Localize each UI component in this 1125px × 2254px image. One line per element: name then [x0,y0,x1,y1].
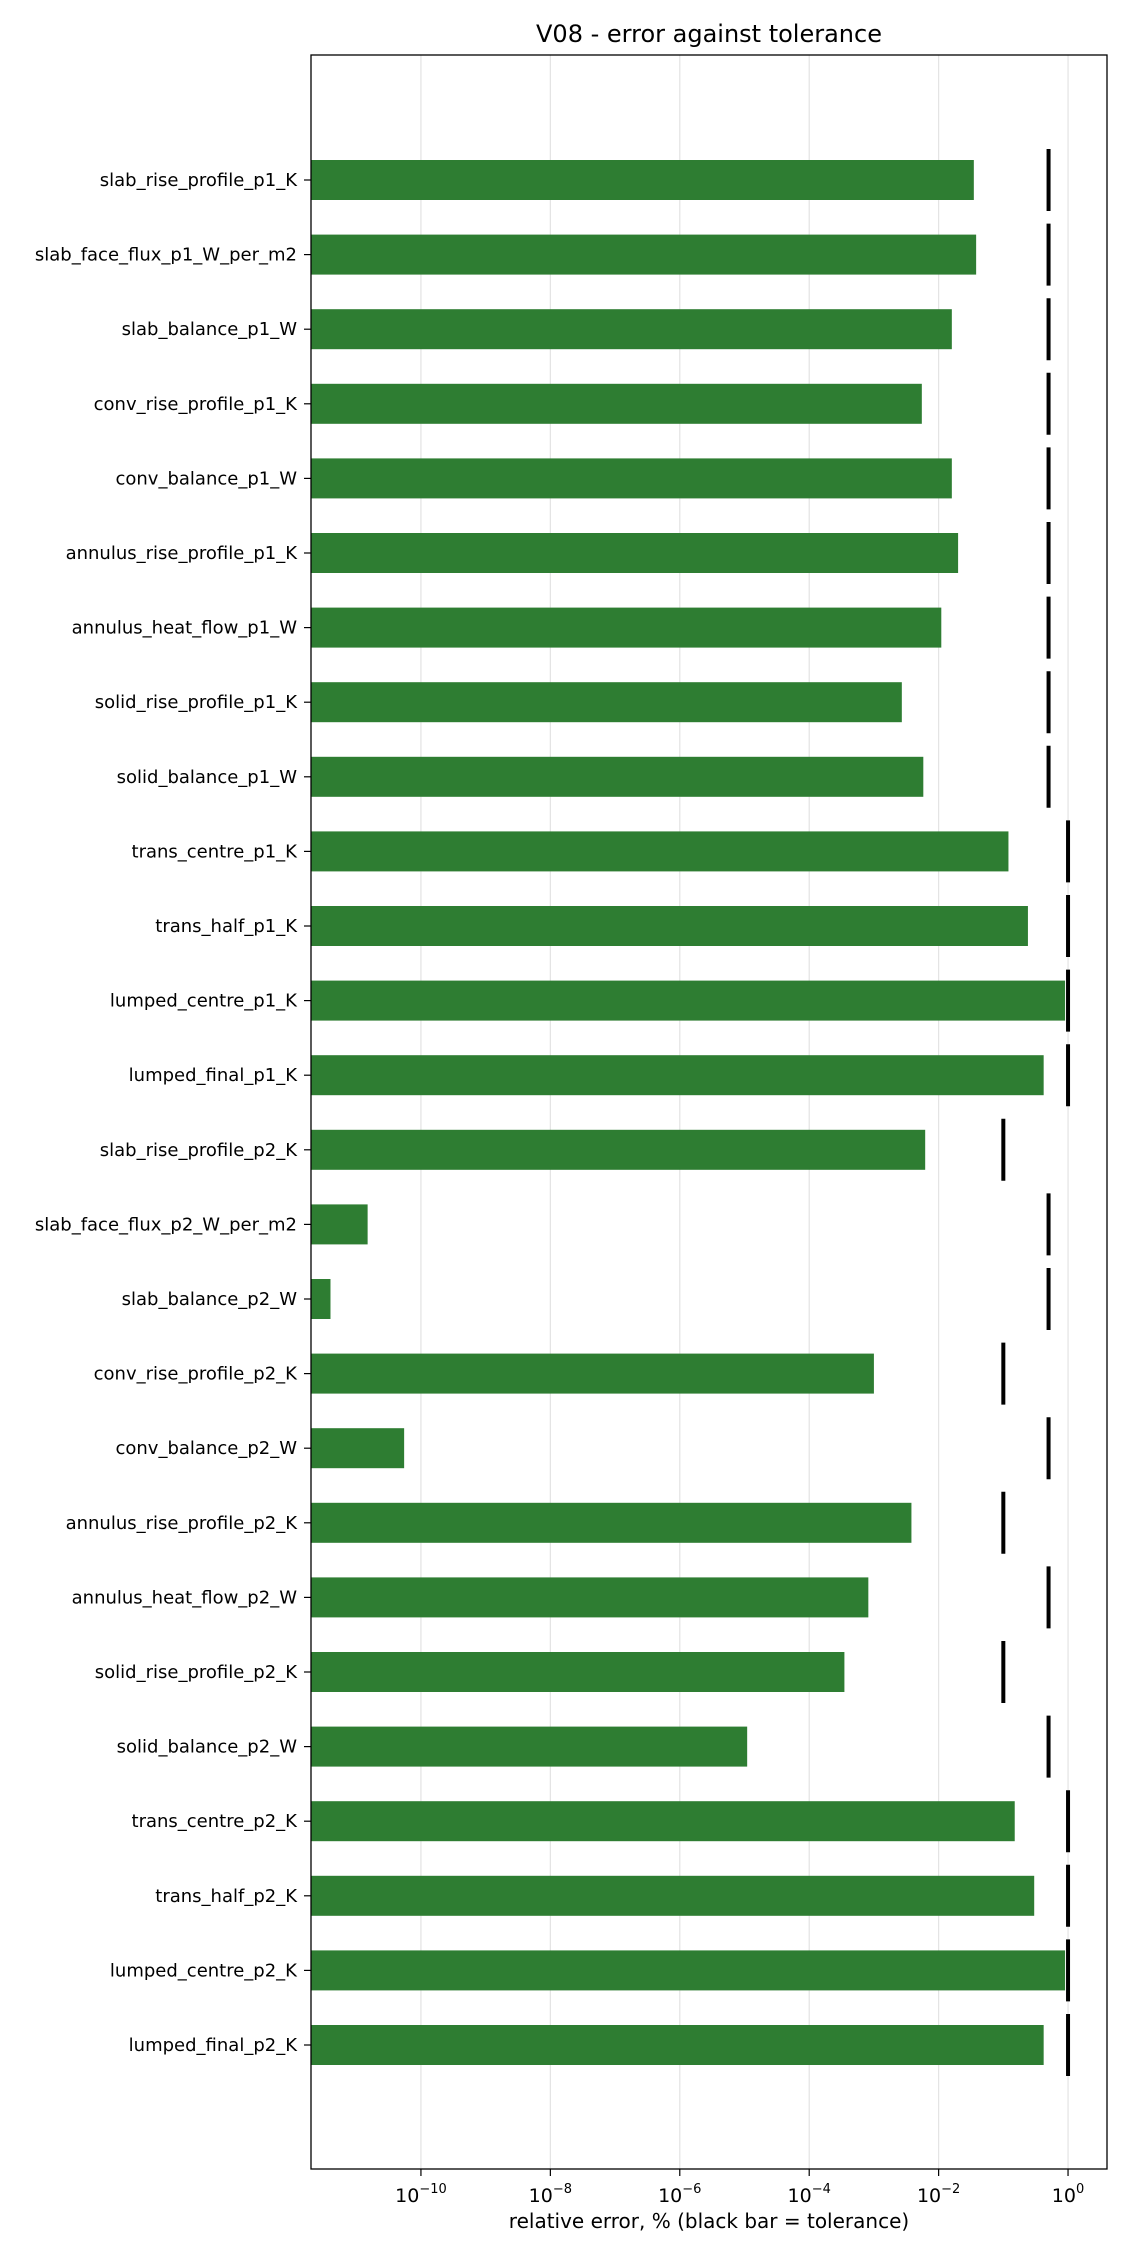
error-bar [311,1353,874,1394]
y-tick-label: annulus_rise_profile_p2_K [66,1513,299,1534]
y-tick-label: slab_face_flux_p1_W_per_m2 [35,245,297,266]
y-tick-label: lumped_final_p1_K [129,1065,299,1086]
error-bar [311,980,1066,1021]
error-bar [311,1577,869,1618]
y-tick-label: solid_rise_profile_p1_K [95,692,298,713]
y-tick-label: annulus_heat_flow_p2_W [72,1587,298,1608]
y-tick-label: slab_balance_p2_W [122,1289,298,1310]
y-tick-label: trans_centre_p1_K [132,841,299,862]
y-tick-label: solid_rise_profile_p2_K [95,1662,298,1683]
x-axis-label: relative error, % (black bar = tolerance… [509,2209,909,2233]
x-tick-label: 10−6 [658,2182,701,2207]
error-bar [311,906,1028,946]
error-bar [311,2025,1044,2065]
error-bar [311,607,942,648]
x-tick-label: 10−8 [529,2182,572,2207]
plot-frame [310,54,1108,2170]
error-bar [311,383,922,424]
y-tick-label: slab_balance_p1_W [122,319,298,340]
error-bar [311,1652,845,1692]
y-tick-label: conv_rise_profile_p1_K [94,394,299,415]
y-tick-label: conv_balance_p1_W [115,468,297,489]
tolerance-layer [1001,149,1071,2076]
x-tick-label: 10−2 [917,2182,960,2207]
x-tick-label: 100 [1052,2182,1084,2207]
y-tick-layer: slab_rise_profile_p1_K slab_face_flux_p1_… [35,170,311,2056]
x-tick-layer: 10−10 10−8 10−6 10−4 10−2 100 [395,2169,1084,2207]
bar-layer [311,160,1066,2065]
y-tick-label: slab_face_flux_p2_W_per_m2 [35,1214,297,1235]
x-tick-label: 10−10 [395,2182,447,2207]
y-tick-label: slab_rise_profile_p2_K [100,1140,298,1161]
error-bar [311,1279,331,1319]
y-tick-label: trans_half_p1_K [155,916,298,937]
error-bar [311,682,902,723]
y-tick-label: lumped_centre_p2_K [110,1960,298,1981]
y-tick-label: annulus_heat_flow_p1_W [72,618,298,639]
error-bar [311,234,977,275]
y-tick-label: trans_half_p2_K [155,1886,298,1907]
y-tick-label: lumped_centre_p1_K [110,991,298,1012]
y-tick-label: lumped_final_p2_K [129,2035,299,2056]
error-bar [311,1801,1015,1842]
grid-layer [420,55,1069,2169]
error-bar [311,160,974,200]
chart-title: V08 - error against tolerance [536,20,882,48]
error-bar [311,1055,1044,1096]
error-bar [311,1204,368,1245]
y-tick-label: conv_balance_p2_W [115,1438,297,1459]
y-tick-label: solid_balance_p2_W [117,1737,298,1758]
y-tick-label: trans_centre_p2_K [132,1811,299,1832]
error-bar [311,533,959,573]
y-tick-label: solid_balance_p1_W [117,767,298,788]
error-bar [311,309,952,350]
y-tick-label: conv_rise_profile_p2_K [94,1364,299,1385]
y-tick-label: slab_rise_profile_p1_K [100,170,298,191]
error-bar [311,458,952,499]
error-bar [311,1726,748,1767]
error-bar [311,1502,912,1543]
x-tick-label: 10−4 [788,2182,831,2207]
error-bar [311,831,1009,872]
error-bar [311,756,924,797]
error-bar [311,1950,1066,1991]
error-bar [311,1129,926,1170]
error-bar [311,1428,405,1469]
y-tick-label: annulus_rise_profile_p1_K [66,543,299,564]
error-bar [311,1875,1035,1916]
